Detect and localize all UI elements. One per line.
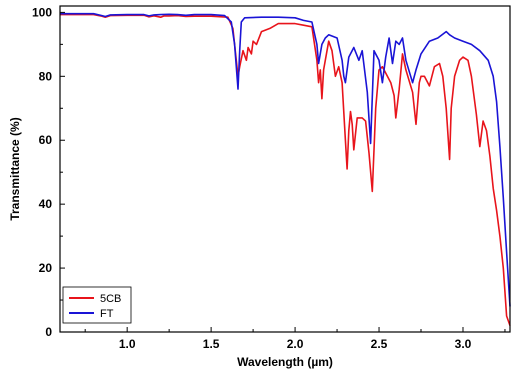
x-tick-label: 2.5 <box>371 337 388 351</box>
x-tick-label: 1.5 <box>203 337 220 351</box>
y-tick-label: 80 <box>39 69 53 83</box>
y-tick-label: 100 <box>32 5 52 19</box>
x-axis-ticks: 1.0 1.5 2.0 2.5 3.0 <box>84 327 506 351</box>
y-axis-ticks: 0 20 40 60 80 100 <box>32 5 65 339</box>
x-axis-title: Wavelength (µm) <box>237 355 333 369</box>
y-axis-title: Transmittance (%) <box>8 117 22 220</box>
y-tick-label: 20 <box>39 261 53 275</box>
series-layer <box>60 12 511 326</box>
legend-label-5cb: 5CB <box>100 293 121 305</box>
y-tick-label: 0 <box>45 325 52 339</box>
x-tick-label: 1.0 <box>119 337 136 351</box>
y-tick-label: 40 <box>39 197 53 211</box>
y-tick-label: 60 <box>39 133 53 147</box>
x-tick-label: 3.0 <box>455 337 472 351</box>
legend: 5CB FT <box>62 286 132 324</box>
plot-frame <box>59 5 511 333</box>
series-line-ft <box>60 12 511 307</box>
legend-box <box>62 286 132 324</box>
legend-label-ft: FT <box>100 308 114 320</box>
x-tick-label: 2.0 <box>287 337 304 351</box>
series-line-5cb <box>60 13 511 326</box>
